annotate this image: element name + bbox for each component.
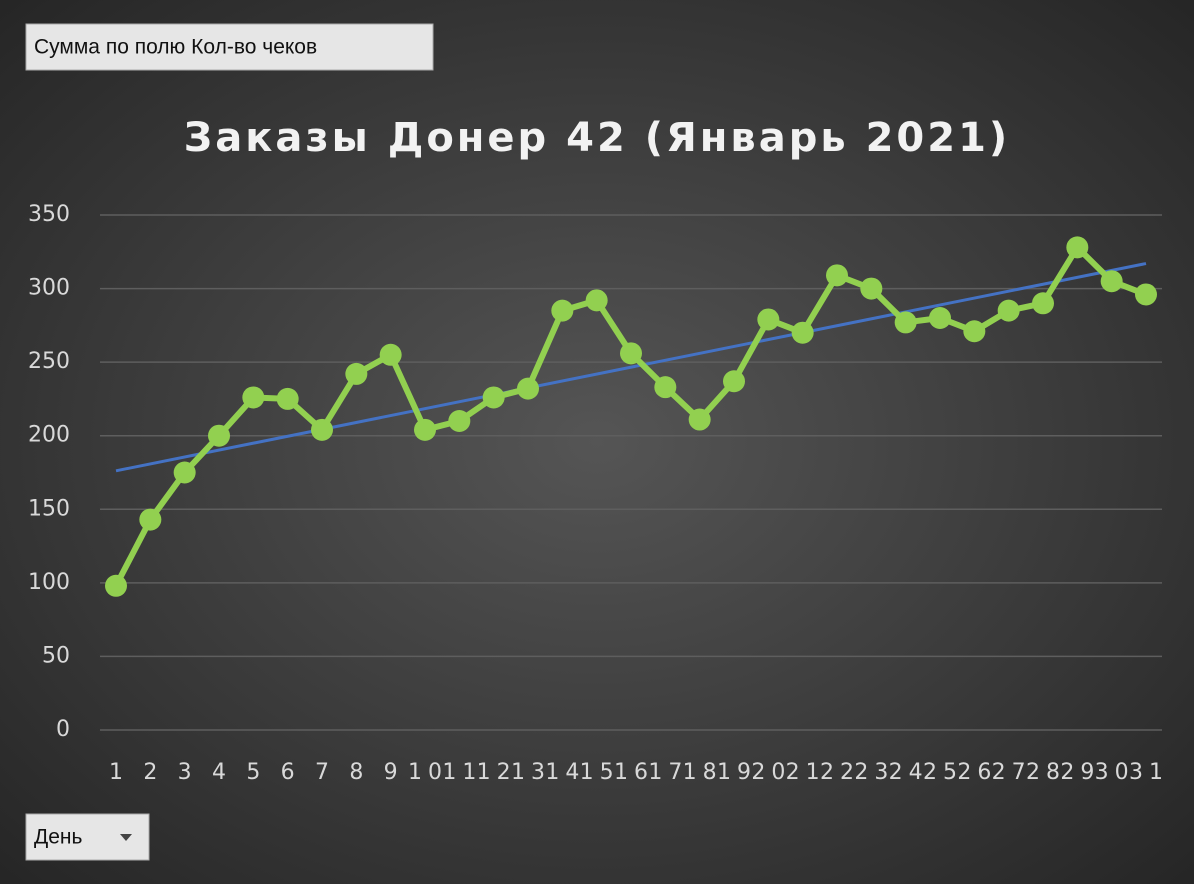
y-tick-label: 300 [28, 276, 70, 301]
data-point [860, 277, 883, 300]
x-tick-label: 3 [178, 760, 192, 785]
data-point [963, 320, 986, 343]
button-box [25, 23, 434, 71]
data-point [929, 307, 951, 329]
data-point [654, 376, 677, 399]
y-tick-label: 150 [28, 496, 70, 521]
data-point [997, 299, 1020, 322]
trendline [115, 262, 1147, 473]
data-point [448, 410, 471, 432]
y-tick-label: 0 [56, 717, 70, 742]
x-tick-label: 1 [109, 760, 123, 785]
data-point [826, 264, 848, 287]
data-point [105, 574, 127, 597]
data-point [551, 299, 574, 322]
data-point [139, 508, 162, 531]
x-tick-label: 2 [143, 760, 157, 785]
data-point [723, 370, 745, 393]
data-point [276, 387, 299, 410]
data-point [620, 342, 642, 365]
y-tick-label: 50 [42, 643, 70, 668]
y-tick-label: 250 [28, 349, 70, 374]
data-point [517, 377, 539, 400]
data-point [757, 308, 780, 331]
x-tick-label: 7 [315, 760, 329, 785]
data-point [585, 289, 608, 312]
data-point [1066, 236, 1089, 259]
x-tick-label: 6 [281, 760, 295, 785]
data-point [379, 343, 402, 366]
x-tick-label: 9 [384, 760, 398, 785]
y-tick-label: 200 [28, 423, 70, 448]
axis-field-button[interactable]: День [25, 813, 150, 861]
y-tick-label: 350 [28, 202, 70, 227]
data-point [1100, 270, 1123, 293]
data-point [242, 386, 265, 409]
data-point [345, 362, 368, 385]
data-point [173, 461, 196, 484]
x-tick-label: 4 [212, 760, 226, 785]
data-point [1032, 292, 1054, 315]
data-point [894, 311, 917, 334]
dropdown-arrow [120, 834, 132, 841]
button-label: День [34, 826, 82, 849]
x-tick-label: 8 [349, 760, 363, 785]
x-tick-label: 5 [246, 760, 260, 785]
data-point [791, 321, 814, 344]
button-label: Сумма по полю Кол-во чеков [34, 36, 317, 59]
data-point [208, 424, 230, 447]
y-tick-label: 100 [28, 570, 70, 595]
chart-title: Заказы Донер 42 (Январь 2021) [184, 115, 1010, 161]
data-point [482, 386, 505, 409]
data-point [414, 418, 436, 441]
value-field-button[interactable]: Сумма по полю Кол-во чеков [25, 23, 434, 71]
data-point [1135, 283, 1157, 306]
data-point [688, 408, 711, 431]
data-point [311, 418, 333, 441]
